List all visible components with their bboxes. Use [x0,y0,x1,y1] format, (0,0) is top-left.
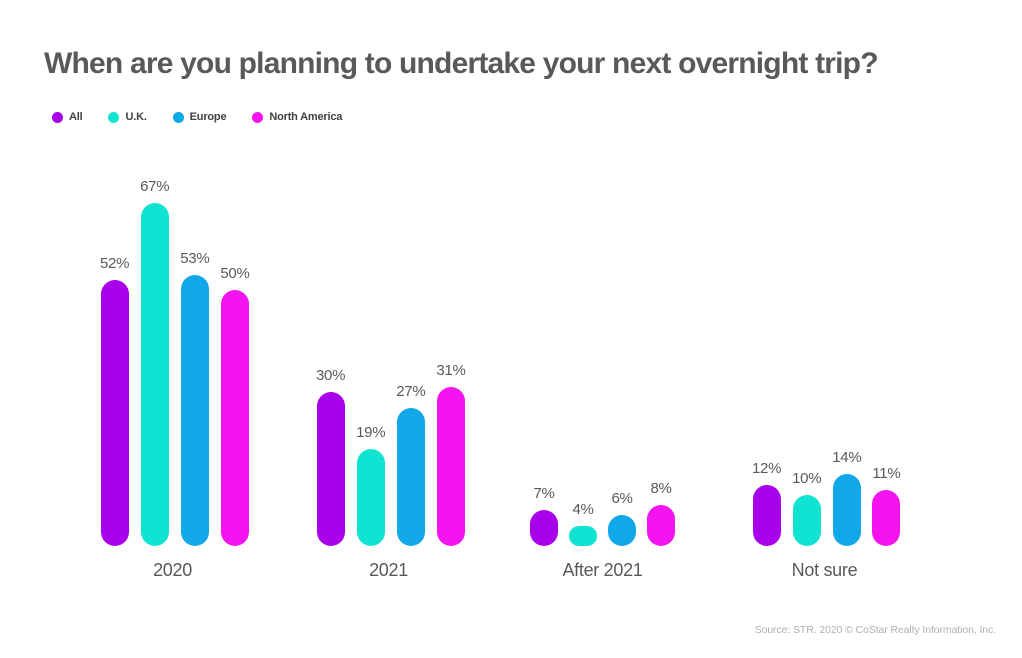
bar-value-label: 50% [220,265,250,282]
legend-label: U.K. [125,111,147,123]
bar-group-not-sure: 12% 10% 14% 11% [752,449,901,546]
bar-europe [180,275,209,546]
bar-north-america [436,387,465,546]
bar-group-2021: 30% 19% 27% 31% [316,362,466,546]
legend-label: All [69,111,83,123]
source-attribution: Source: STR. 2020 © CoStar Realty Inform… [754,624,996,636]
bar-column: 12% [752,460,781,546]
bar-all [316,392,345,546]
bar-europe [832,474,861,546]
bar-u-k [792,495,821,546]
bar-value-label: 27% [396,383,426,400]
legend-dot-icon [172,111,184,123]
bar-value-label: 12% [752,460,782,477]
legend-dot-icon [108,111,120,123]
bar-north-america [872,490,901,546]
bar-europe [396,408,425,546]
category-label: 2020 [153,560,192,580]
legend-item-north-america: North America [252,111,342,123]
bar-column: 14% [832,449,862,546]
bar-value-label: 19% [356,424,386,441]
bar-value-label: 53% [180,250,210,267]
legend-item-europe: Europe [172,111,227,123]
bar-u-k [140,203,169,546]
bar-column: 6% [608,490,636,546]
bar-u-k [356,449,385,546]
chart-title: When are you planning to undertake your … [44,47,879,80]
bar-value-label: 11% [872,465,901,482]
bar-column: 27% [396,383,426,546]
legend-label: Europe [189,111,227,123]
category-label: After 2021 [562,560,643,580]
bar-all [752,485,781,546]
legend-item-u-k: U.K. [108,111,147,123]
category-label: 2021 [369,560,408,580]
bar-group-after-2021: 7% 4% 6% 8% [530,480,675,546]
bar-north-america [220,290,249,546]
bar-u-k [569,526,597,546]
bar-value-label: 7% [533,485,555,502]
bar-column: 19% [356,424,386,546]
bar-value-label: 4% [572,501,594,518]
bar-value-label: 10% [792,470,822,487]
bar-column: 7% [530,485,558,546]
bar-column: 53% [180,250,210,546]
bar-all [530,510,558,546]
bar-column: 67% [140,178,170,546]
bar-column: 52% [100,255,129,546]
legend-dot-icon [52,111,63,123]
bar-value-label: 67% [140,178,170,195]
bar-column: 4% [569,501,597,546]
bar-all [100,280,129,546]
bar-column: 50% [220,265,250,546]
bar-value-label: 52% [100,255,130,272]
bar-europe [608,515,636,546]
bar-column: 31% [436,362,466,546]
bar-value-label: 6% [611,490,633,507]
bar-value-label: 30% [316,367,346,384]
bar-column: 30% [316,367,345,546]
category-label: Not sure [791,560,858,580]
bar-value-label: 8% [650,480,672,497]
legend-item-all: All [52,111,83,123]
bar-value-label: 31% [436,362,466,379]
bar-column: 8% [647,480,675,546]
bar-column: 11% [872,465,901,546]
bar-north-america [647,505,675,546]
bar-value-label: 14% [832,449,862,466]
legend-dot-icon [252,111,264,123]
legend-label: North America [269,111,343,123]
legend: All U.K. Europe North America [52,111,342,123]
bar-group-2020: 52% 67% 53% 50% [100,178,250,546]
bar-column: 10% [792,470,822,546]
